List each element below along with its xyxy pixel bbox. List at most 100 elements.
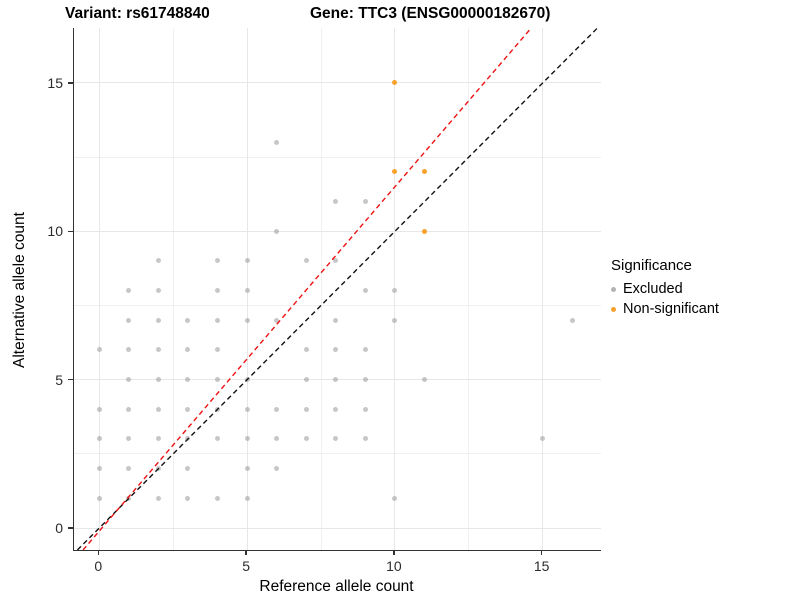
data-point-excluded [155,495,161,501]
data-point-non-significant [421,169,427,175]
data-point-excluded [185,347,191,353]
x-tick-label: 5 [242,558,250,574]
data-point-excluded [303,347,309,353]
data-point-excluded [244,258,250,264]
y-tick-label: 10 [47,223,63,240]
y-tick-label: 0 [55,520,63,536]
data-point-excluded [215,495,221,501]
data-point-excluded [392,317,398,323]
data-point-excluded [274,436,280,442]
gridline-minor-x [320,28,322,550]
data-point-excluded [126,495,132,501]
x-tick-mark [540,550,543,555]
data-point-excluded [96,495,102,501]
plot-panel [73,28,601,551]
data-point-excluded [303,258,309,264]
data-point-excluded [244,466,250,472]
x-tick-mark [97,550,100,555]
data-point-excluded [96,436,102,442]
gridline-major-x [98,28,100,550]
plot-title-variant: Variant: rs61748840 [65,5,210,22]
data-point-excluded [155,406,161,412]
data-point-excluded [96,347,102,353]
data-point-excluded [244,406,250,412]
data-point-excluded [303,377,309,383]
data-point-non-significant [392,169,398,175]
x-tick-label: 15 [533,558,550,574]
data-point-excluded [362,347,368,353]
data-point-excluded [333,377,339,383]
gridline-major-x [542,28,544,550]
data-point-excluded [126,317,132,323]
data-point-excluded [274,406,280,412]
legend-item-excluded: Excluded [611,279,719,299]
legend-title: Significance [611,257,692,274]
data-point-excluded [155,258,161,264]
data-point-non-significant [392,80,398,86]
data-point-excluded [362,288,368,294]
data-point-excluded [185,466,191,472]
data-point-excluded [96,466,102,472]
data-point-excluded [215,258,221,264]
gridline-minor-x [468,28,470,550]
data-point-excluded [362,406,368,412]
y-tick-mark [68,378,73,381]
data-point-excluded [274,228,280,234]
gridline-major-y [74,527,601,529]
x-tick-mark [245,550,247,555]
reference-lines [76,28,598,550]
data-point-excluded [215,317,221,323]
legend-items: Excluded Non-significant [611,279,719,319]
data-point-excluded [185,495,191,501]
gridline-major-y [74,230,601,232]
x-axis-title: Reference allele count [259,578,414,595]
gridline-minor-y [74,304,601,306]
data-point-excluded [362,436,368,442]
data-point-excluded [155,466,161,472]
x-tick-label: 10 [386,558,402,574]
data-point-excluded [303,436,309,442]
data-point-excluded [126,377,132,383]
data-point-excluded [126,288,132,294]
data-point-excluded [185,377,191,383]
data-point-excluded [274,317,280,323]
data-point-excluded [244,436,250,442]
x-tick-mark [393,550,395,555]
y-tick-label: 15 [47,74,63,91]
data-point-excluded [126,347,132,353]
gridline-minor-y [74,156,601,158]
y-tick-label: 5 [55,371,63,388]
data-point-excluded [392,495,398,501]
data-point-excluded [333,436,339,442]
data-point-excluded [244,377,250,383]
data-point-excluded [392,288,398,294]
data-point-excluded [540,436,546,442]
data-point-excluded [185,406,191,412]
data-point-excluded [155,347,161,353]
plot-title-gene: Gene: TTC3 (ENSG00000182670) [310,5,551,22]
data-point-excluded [569,317,575,323]
data-point-excluded [333,258,339,264]
data-point-excluded [155,377,161,383]
data-point-excluded [274,466,280,472]
data-point-excluded [333,406,339,412]
data-point-excluded [362,199,368,205]
data-point-excluded [126,406,132,412]
data-point-excluded [333,199,339,205]
y-tick-mark [68,230,73,233]
x-tick-label: 0 [94,558,103,574]
gridline-minor-y [74,453,601,455]
legend-dot-excluded [611,286,616,292]
data-point-excluded [126,436,132,442]
y-axis-title: Alternative allele count [11,212,28,368]
data-point-excluded [215,288,221,294]
data-point-excluded [155,288,161,294]
gridline-major-y [74,82,601,84]
data-point-excluded [185,436,191,442]
data-point-excluded [155,436,161,442]
data-point-excluded [244,288,250,294]
legend-dot-non-significant [611,306,616,312]
data-point-excluded [362,377,368,383]
data-point-excluded [215,347,221,353]
